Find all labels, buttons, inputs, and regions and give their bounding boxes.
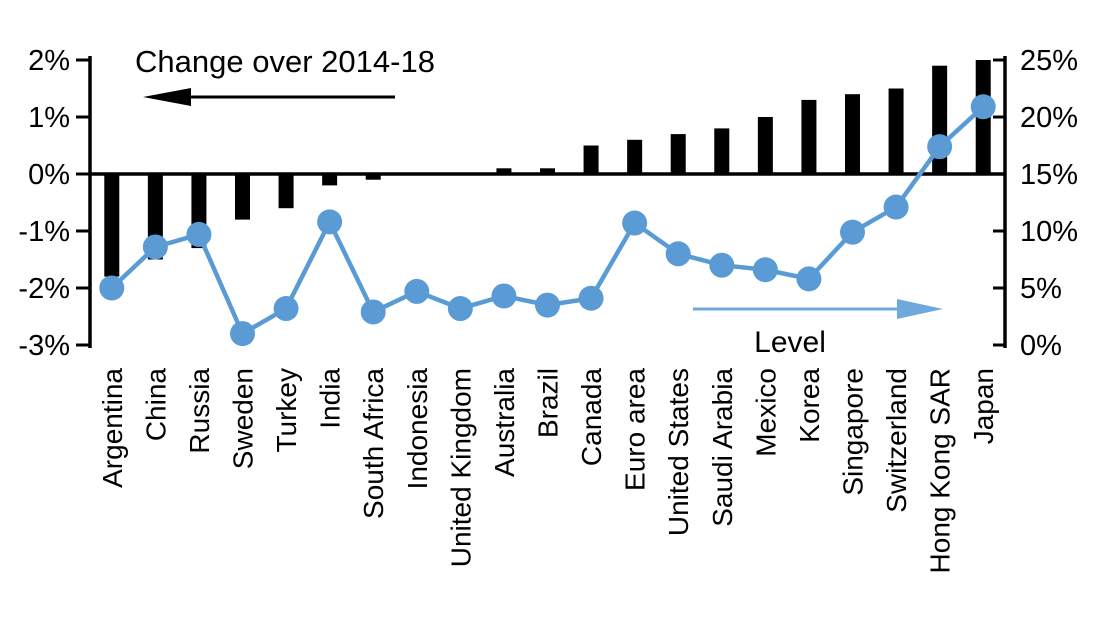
level-marker-indonesia [404,278,430,304]
level-marker-argentina [99,275,125,301]
x-label-china: China [140,368,171,442]
x-label-mexico: Mexico [750,368,781,457]
bar-switzerland [888,88,904,174]
x-label-argentina: Argentina [97,368,128,488]
level-marker-south-africa [360,299,386,325]
x-label-korea: Korea [794,368,825,443]
level-marker-saudi-arabia [709,252,735,278]
bar-mexico [757,117,773,174]
level-marker-hong-kong-sar [927,134,953,160]
level-marker-united-kingdom [447,296,473,322]
level-marker-singapore [840,219,865,245]
bar-argentina [104,174,120,277]
x-label-switzerland: Switzerland [881,368,912,513]
right-tick-label-5: 0% [1020,330,1062,362]
x-label-japan: Japan [968,368,999,444]
bar-turkey [278,174,294,209]
level-marker-sweden [230,321,255,347]
x-label-turkey: Turkey [271,368,302,453]
right-tick-label-3: 10% [1020,216,1078,248]
bar-brazil [540,168,555,174]
x-label-sweden: Sweden [228,368,259,469]
x-label-saudi-arabia: Saudi Arabia [707,368,738,527]
x-label-canada: Canada [576,368,607,467]
bar-saudi-arabia [714,128,730,174]
level-marker-mexico [752,257,778,283]
left-tick-label-4: -2% [18,273,70,305]
level-marker-korea [796,266,822,292]
line-series-title: Level [754,326,826,359]
x-label-hong-kong-sar: Hong Kong SAR [925,368,956,573]
line-series-group [99,94,996,347]
level-arrow-right [693,299,943,319]
level-marker-russia [186,221,212,247]
level-marker-turkey [273,296,299,322]
level-marker-australia [491,283,517,309]
level-marker-china [142,234,168,260]
left-tick-label-0: 2% [28,45,70,77]
change-arrow-head [143,88,191,106]
x-label-indonesia: Indonesia [402,368,433,490]
bar-singapore [845,94,860,174]
left-axis-ticks: 2% 1% 0% -1% -2% -3% [18,45,90,362]
level-marker-india [317,209,343,235]
change-arrow-left [143,88,395,106]
level-arrow-head [897,299,943,319]
x-label-south-africa: South Africa [358,368,389,519]
left-tick-label-1: 1% [28,102,70,134]
bar-australia [496,168,512,174]
x-label-brazil: Brazil [533,368,564,438]
left-tick-label-3: -1% [18,216,70,248]
x-label-singapore: Singapore [838,368,869,496]
bar-series-title: Change over 2014-18 [135,44,435,79]
category-labels-group: Argentina China Russia Sweden Turkey India Sou… [97,368,999,574]
x-label-india: India [315,368,346,429]
left-tick-label-2: 0% [28,159,70,191]
right-tick-label-4: 5% [1020,273,1062,305]
left-tick-label-5: -3% [18,330,70,362]
x-label-euro-area: Euro area [620,368,651,491]
bar-sweden [235,174,250,220]
bar-united-states [670,134,686,174]
right-tick-label-0: 25% [1020,45,1078,77]
level-marker-euro-area [622,210,648,236]
level-marker-canada [578,285,604,311]
bar-canada [583,145,599,174]
x-label-united-states: United States [663,368,694,536]
right-axis-ticks: 25% 20% 15% 10% 5% 0% [993,45,1078,362]
bar-south-africa [365,174,381,180]
level-marker-brazil [535,292,560,318]
right-tick-label-1: 20% [1020,102,1078,134]
level-marker-united-states [665,241,691,267]
level-marker-japan [970,94,996,120]
level-marker-switzerland [883,194,909,220]
bar-series-group [104,60,991,277]
x-label-russia: Russia [184,368,215,454]
x-label-australia: Australia [489,368,520,477]
right-tick-label-2: 15% [1020,159,1078,191]
bar-india [322,174,338,186]
bar-euro-area [627,139,643,174]
x-label-united-kingdom: United Kingdom [445,368,476,567]
bar-korea [801,99,817,174]
